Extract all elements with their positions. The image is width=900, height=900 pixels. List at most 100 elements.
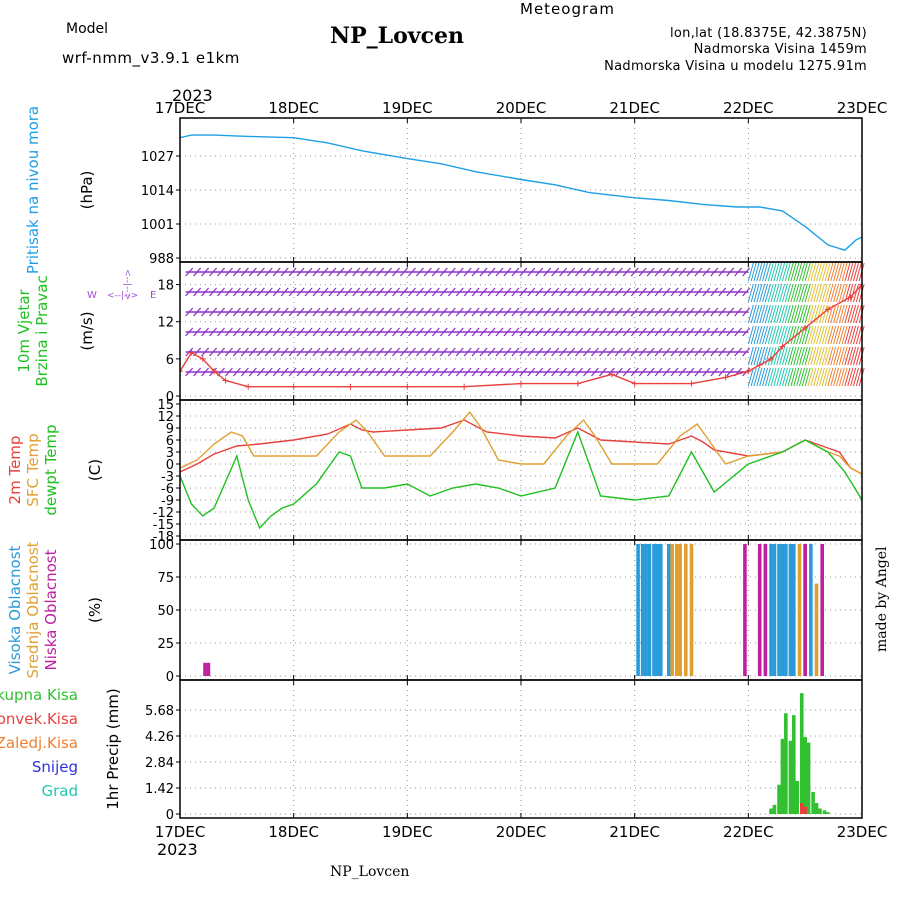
speed-marker	[608, 371, 615, 378]
wind-barb	[796, 346, 803, 366]
plot-area	[180, 281, 862, 390]
wind-barb	[833, 283, 840, 303]
axis-label: Niska Oblacnost	[42, 549, 60, 670]
wind-barb	[847, 304, 854, 324]
wind-barb	[790, 283, 797, 303]
wind-barb	[787, 262, 794, 282]
y-tick-label: -9	[161, 494, 174, 509]
wind-barb	[841, 367, 848, 387]
y-tick-label: 0	[166, 808, 174, 823]
wind-barb	[813, 262, 820, 282]
wind-barb	[813, 367, 820, 387]
speed-marker	[518, 380, 524, 387]
wind-barb	[844, 367, 851, 387]
wind-barb	[756, 304, 763, 324]
bar	[769, 544, 773, 676]
axis-label: 2m Temp	[6, 436, 24, 505]
wind-barb	[807, 367, 814, 387]
y-tick-label: 3	[166, 446, 174, 461]
wind-barb	[753, 304, 760, 324]
wind-barb	[759, 304, 766, 324]
wind-barb	[776, 346, 783, 366]
wind-barb	[844, 262, 851, 282]
wind-barb	[764, 367, 771, 387]
wind-barb	[855, 262, 862, 282]
model-label: Model	[66, 21, 108, 37]
wind-barb	[770, 325, 777, 345]
wind-barb	[747, 325, 754, 345]
bar	[788, 544, 793, 676]
wind-barb	[779, 304, 786, 324]
compass-arrow-v: <--|-->	[122, 269, 132, 300]
wind-barb	[816, 283, 823, 303]
bar	[799, 803, 804, 814]
wind-barb	[753, 283, 760, 303]
wind-barb	[824, 325, 831, 345]
wind-barb	[827, 325, 834, 345]
wind-barb	[759, 325, 766, 345]
wind-barb	[830, 304, 837, 324]
wind-barb	[759, 367, 766, 387]
y-tick-label: 6	[166, 353, 174, 368]
wind-barb	[776, 325, 783, 345]
series-line	[180, 410, 862, 475]
speed-marker	[211, 368, 218, 375]
wind-barb	[847, 262, 854, 282]
wind-barb	[753, 346, 760, 366]
wind-barb	[810, 262, 817, 282]
wind-barb	[833, 325, 840, 345]
wind-barb	[838, 304, 845, 324]
bar	[652, 544, 656, 676]
wind-barb	[835, 367, 842, 387]
wind-barb	[835, 304, 842, 324]
time-tick-top: 22DEC	[723, 99, 774, 117]
wind-barb	[762, 262, 769, 282]
bar	[777, 544, 781, 676]
wind-barb	[799, 346, 805, 366]
station-title: NP_Lovcen	[330, 23, 464, 49]
wind-barb	[764, 325, 771, 345]
wind-barb	[784, 283, 791, 303]
wind-barb	[801, 325, 808, 345]
wind-barb	[753, 367, 760, 387]
wind-barb	[793, 262, 800, 282]
wind-barb	[833, 304, 840, 324]
wind-barb	[852, 304, 859, 324]
bar	[811, 792, 815, 814]
wind-barb	[779, 346, 786, 366]
time-tick-top: 21DEC	[609, 99, 660, 117]
speed-marker	[756, 362, 763, 369]
wind-barb	[838, 262, 845, 282]
wind-barb	[824, 283, 831, 303]
wind-barb	[844, 325, 851, 345]
bar	[784, 544, 788, 676]
wind-barb	[793, 304, 800, 324]
wind-barb	[824, 262, 831, 282]
wind-barb	[753, 325, 760, 345]
wind-barb	[855, 304, 862, 324]
wind-barb	[781, 367, 788, 387]
wind-barb	[790, 262, 797, 282]
wind-barb	[767, 325, 774, 345]
axis-label: 10m Vjetar	[15, 288, 33, 372]
wind-barb	[787, 367, 794, 387]
bar	[814, 583, 819, 676]
wind-barb	[796, 325, 803, 345]
wind-barb	[750, 304, 757, 324]
axis-label: Pritisak na nivou mora	[24, 106, 42, 274]
bar	[792, 544, 796, 676]
wind-barb	[818, 283, 825, 303]
speed-marker	[180, 368, 183, 375]
axis-label: SFC Temp	[24, 433, 42, 506]
time-tick-bottom: 18DEC	[268, 823, 319, 841]
wind-barb	[830, 325, 837, 345]
wind-barb	[762, 367, 769, 387]
axis-label: Brzina i Pravac	[33, 275, 51, 386]
y-tick-label: 1001	[141, 218, 174, 233]
wind-barb	[796, 304, 803, 324]
y-tick-label: 12	[157, 410, 174, 425]
wind-barb	[847, 283, 854, 303]
wind-barb	[841, 283, 848, 303]
wind-barb	[764, 283, 771, 303]
